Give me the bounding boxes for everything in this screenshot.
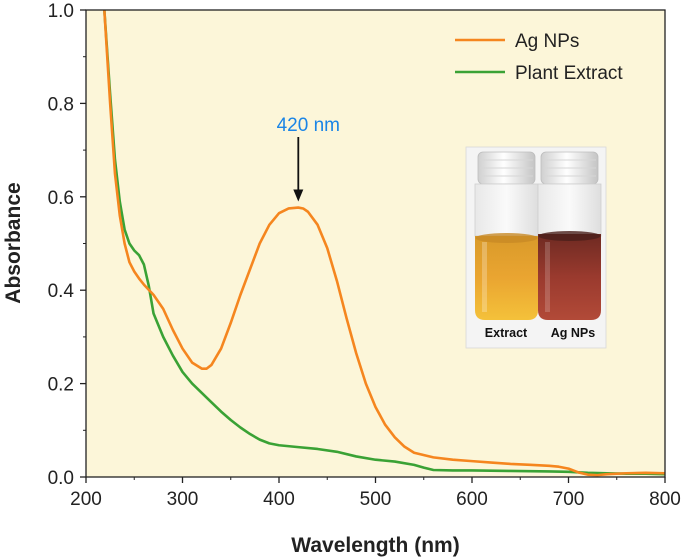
x-tick-label: 200 [70,489,102,510]
series-line-ag-nps [103,10,665,477]
series-line-plant-extract [103,10,665,476]
vial-ag-nps-image [537,151,602,320]
y-tick-label: 0.4 [48,281,75,302]
vial-extract-image [474,151,539,320]
y-tick-label: 1.0 [48,1,74,22]
x-tick-label: 700 [553,489,585,510]
inset-photo: Extract Ag NPs [465,146,607,349]
peak-annotation-label: 420 nm [277,115,340,136]
y-axis-title: Absorbance [2,182,25,303]
legend-label-plant-extract: Plant Extract [515,63,623,84]
x-axis: 200 300 400 500 600 700 800 [70,477,681,510]
x-tick-label: 300 [167,489,199,510]
x-tick-label: 500 [360,489,392,510]
inset-label-ag-nps: Ag NPs [551,326,596,340]
x-tick-label: 600 [456,489,488,510]
inset-label-extract: Extract [485,326,528,340]
peak-annotation: 420 nm [277,115,340,202]
y-tick-label: 0.6 [48,188,74,209]
x-tick-label: 800 [649,489,681,510]
series-lines [103,10,665,477]
y-tick-label: 0.0 [48,468,74,489]
legend-label-ag-nps: Ag NPs [515,31,579,52]
peak-arrowhead-icon [293,189,304,202]
x-tick-label: 400 [263,489,295,510]
y-tick-label: 0.2 [48,375,74,396]
legend: Ag NPs Plant Extract [455,31,623,84]
y-axis: 0.0 0.2 0.4 0.6 0.8 1.0 [48,1,86,489]
x-axis-title: Wavelength (nm) [291,534,459,557]
y-tick-label: 0.8 [48,94,74,115]
